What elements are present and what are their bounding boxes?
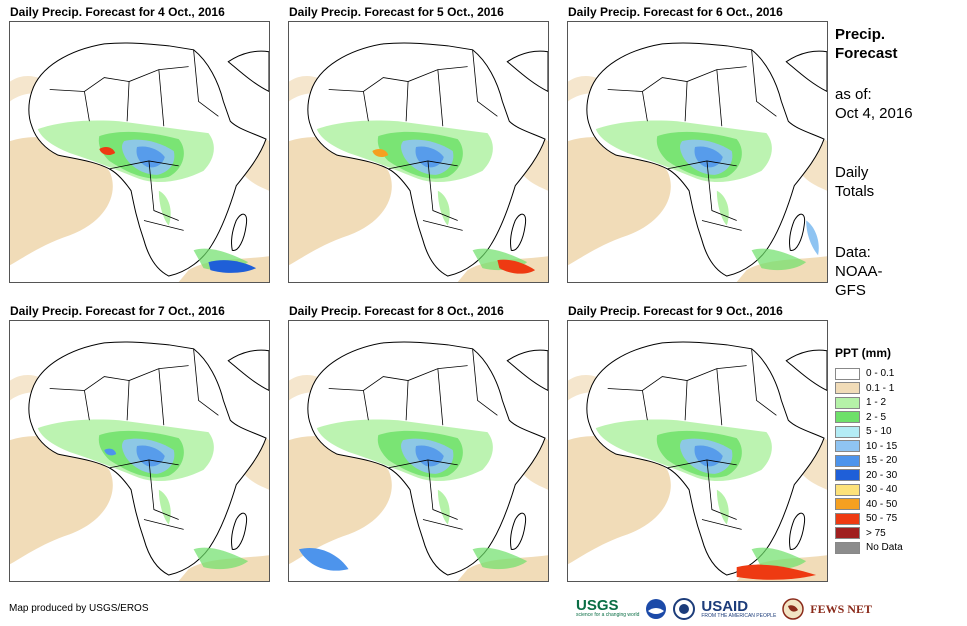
africa-map-2 [289, 42, 548, 282]
legend-swatch [835, 396, 860, 409]
legend-item: > 75 [835, 526, 886, 541]
legend-label: 50 - 75 [866, 513, 898, 524]
panel-title-1: Daily Precip. Forecast for 4 Oct., 2016 [10, 5, 225, 19]
usaid-logo-tagline: FROM THE AMERICAN PEOPLE [701, 612, 777, 619]
legend-label: 1 - 2 [866, 397, 887, 408]
africa-map-6 [568, 341, 827, 581]
africa-map-3 [568, 42, 827, 282]
credit-text: Map produced by USGS/EROS [9, 603, 149, 614]
legend-item: No Data [835, 540, 903, 555]
legend-label: No Data [866, 542, 903, 553]
usaid-logo: USAID FROM THE AMERICAN PEOPLE [701, 597, 777, 619]
legend-item: 30 - 40 [835, 482, 897, 497]
legend-label: 40 - 50 [866, 498, 898, 510]
noaa-logo-icon [646, 599, 667, 619]
sidebar-data-line2: NOAA- [835, 263, 883, 280]
legend-label: 10 - 15 [866, 440, 898, 452]
sidebar-totals-line1: Daily [835, 164, 869, 181]
legend-item: 20 - 30 [835, 468, 897, 483]
legend-swatch [835, 541, 860, 554]
legend-label: 20 - 30 [866, 469, 898, 481]
usaid-logo-text: USAID [701, 597, 749, 615]
legend-item: 40 - 50 [835, 497, 897, 512]
legend-item: 2 - 5 [835, 410, 886, 425]
legend-item: 1 - 2 [835, 395, 886, 410]
usgs-logo-tagline: science for a changing world [576, 612, 640, 618]
legend-item: 50 - 75 [835, 511, 897, 526]
forecast-map-3 [567, 21, 828, 283]
legend-label: 5 - 10 [866, 426, 892, 437]
legend-label: > 75 [866, 527, 886, 539]
legend-swatch [835, 498, 860, 510]
legend-item: 0.1 - 1 [835, 381, 894, 396]
legend-label: 15 - 20 [866, 455, 898, 466]
legend-title: PPT (mm) [835, 346, 892, 360]
panel-title-6: Daily Precip. Forecast for 9 Oct., 2016 [568, 304, 783, 318]
legend-label: 2 - 5 [866, 411, 887, 423]
legend-swatch [835, 469, 860, 481]
legend-label: 0.1 - 1 [866, 382, 895, 394]
forecast-map-2 [288, 21, 549, 283]
legend-swatch [835, 483, 860, 496]
sidebar-asof-line2: Oct 4, 2016 [835, 105, 913, 122]
africa-map-4 [10, 341, 269, 581]
legend-swatch [835, 527, 860, 539]
legend-swatch [835, 512, 860, 525]
legend-swatch [835, 411, 860, 423]
forecast-map-1 [9, 21, 270, 283]
fews-globe-icon [782, 598, 805, 620]
sidebar-title-line1: Precip. [835, 26, 886, 43]
sidebar-title-line2: Forecast [835, 45, 898, 62]
legend-item: 5 - 10 [835, 424, 892, 439]
legend-swatch [835, 440, 860, 452]
sidebar-data-line3: GFS [835, 282, 866, 299]
legend-swatch [835, 425, 860, 438]
panel-title-2: Daily Precip. Forecast for 5 Oct., 2016 [289, 5, 504, 19]
sidebar-totals-line2: Totals [835, 183, 875, 200]
africa-map-5 [289, 341, 548, 581]
sidebar-data-line1: Data: [835, 244, 871, 261]
legend-item: 0 - 0.1 [835, 366, 894, 381]
forecast-map-4 [9, 320, 270, 582]
legend-item: 10 - 15 [835, 439, 897, 454]
usgs-logo: USGS science for a changing world [576, 597, 640, 618]
panel-title-5: Daily Precip. Forecast for 8 Oct., 2016 [289, 304, 504, 318]
usgs-logo-text: USGS [576, 597, 619, 614]
legend-label: 30 - 40 [866, 484, 898, 495]
forecast-map-6 [567, 320, 828, 582]
legend-swatch [835, 454, 860, 467]
usaid-seal-icon [673, 598, 696, 620]
legend-item: 15 - 20 [835, 453, 897, 468]
forecast-map-5 [288, 320, 549, 582]
panel-title-3: Daily Precip. Forecast for 6 Oct., 2016 [568, 5, 783, 19]
legend-swatch [835, 367, 860, 380]
africa-map-1 [10, 42, 269, 282]
logo-strip: USGS science for a changing world USAID … [576, 596, 872, 622]
legend-label: 0 - 0.1 [866, 368, 895, 379]
legend-swatch [835, 382, 860, 394]
sidebar-asof-line1: as of: [835, 86, 872, 103]
panel-title-4: Daily Precip. Forecast for 7 Oct., 2016 [10, 304, 225, 318]
fews-net-logo: FEWS NET [810, 601, 872, 616]
